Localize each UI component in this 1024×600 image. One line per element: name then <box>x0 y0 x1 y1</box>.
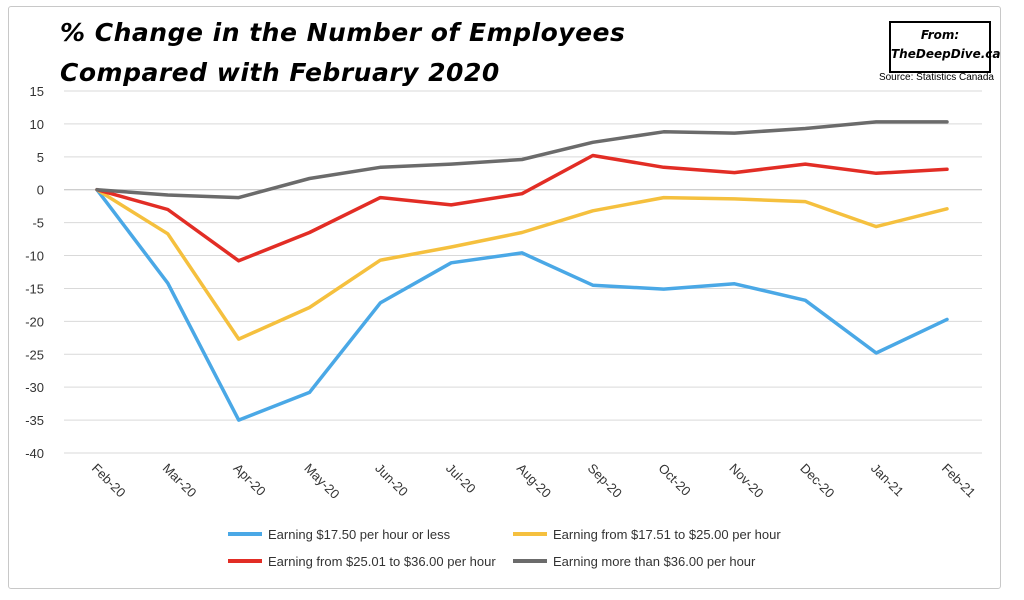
x-tick-label: Jan-21 <box>868 461 907 500</box>
legend-label: Earning $17.50 per hour or less <box>268 526 451 542</box>
y-tick-label: -5 <box>32 216 44 231</box>
chart-title-line-2: Compared with February 2020 <box>60 58 500 87</box>
series-lines <box>95 120 949 422</box>
legend-swatch <box>513 532 547 536</box>
legend-swatch <box>228 559 262 563</box>
y-tick-label: 0 <box>37 183 44 198</box>
y-tick-label: 15 <box>30 84 44 99</box>
y-tick-label: 5 <box>37 150 44 165</box>
x-tick-label: May-20 <box>301 461 342 502</box>
x-tick-label: Nov-20 <box>726 461 766 501</box>
legend-item: Earning more than $36.00 per hour <box>513 551 755 571</box>
y-tick-label: -35 <box>25 413 44 428</box>
x-tick-label: Mar-20 <box>160 461 200 501</box>
y-axis-tick-labels: 15 10 5 0 -5 -10 -15 -20 -25 -30 -35 -40 <box>25 84 44 461</box>
y-tick-label: -25 <box>25 347 44 362</box>
y-tick-label: -20 <box>25 314 44 329</box>
x-tick-label: Aug-20 <box>514 461 554 501</box>
legend-item: Earning $17.50 per hour or less <box>228 524 450 544</box>
legend-label: Earning more than $36.00 per hour <box>553 553 756 569</box>
x-tick-label: Sep-20 <box>585 461 625 501</box>
y-tick-label: 10 <box>30 117 44 132</box>
x-tick-label: Jun-20 <box>372 461 411 500</box>
gridlines <box>64 90 982 454</box>
y-tick-label: -40 <box>25 446 44 461</box>
series-line-2 <box>95 187 949 341</box>
x-tick-label: Feb-21 <box>939 461 979 501</box>
x-tick-label: Oct-20 <box>656 461 694 499</box>
legend-label: Earning from $17.51 to $25.00 per hour <box>553 526 781 542</box>
source-note: Source: Statistics Canada <box>878 72 994 83</box>
x-tick-label: Jul-20 <box>443 461 479 497</box>
x-tick-label: Dec-20 <box>797 461 837 501</box>
legend-swatch <box>513 559 547 563</box>
y-tick-label: -10 <box>25 249 44 264</box>
source-from-label: From: <box>920 28 960 42</box>
y-tick-label: -30 <box>25 380 44 395</box>
x-tick-label: Apr-20 <box>231 461 269 499</box>
source-site-label: TheDeepDive.ca <box>891 47 1001 61</box>
legend-item: Earning from $25.01 to $36.00 per hour <box>228 551 496 571</box>
x-axis-tick-labels: Feb-20 Mar-20 Apr-20 May-20 Jun-20 Jul-20 Aug-… <box>89 461 979 502</box>
legend-label: Earning from $25.01 to $36.00 per hour <box>268 553 496 569</box>
chart-title-line-1: % Change in the Number of Employees <box>60 18 626 47</box>
source-logo-box: From: TheDeepDive.ca <box>889 21 1001 73</box>
y-tick-label: -15 <box>25 281 44 296</box>
x-tick-label: Feb-20 <box>89 461 129 501</box>
series-line-3 <box>95 153 949 263</box>
legend-swatch <box>228 532 262 536</box>
series-line-4 <box>95 120 949 200</box>
legend-item: Earning from $17.51 to $25.00 per hour <box>513 524 781 544</box>
series-line-1 <box>95 187 949 422</box>
